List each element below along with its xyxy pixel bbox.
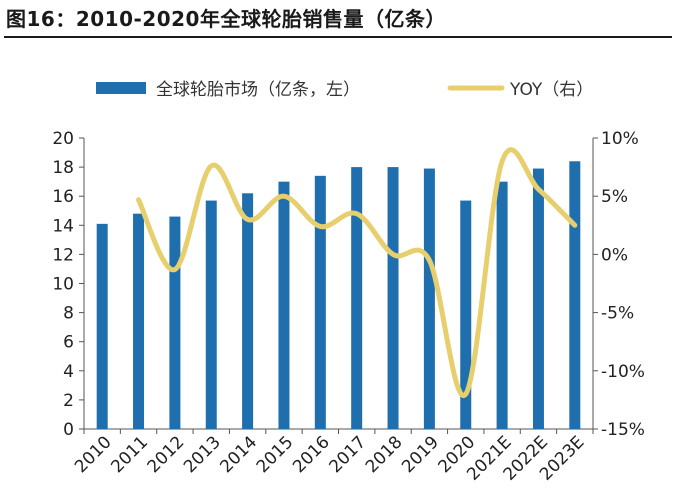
bar	[96, 223, 108, 429]
bar	[569, 161, 581, 429]
bar	[460, 200, 472, 429]
bar	[133, 213, 145, 429]
left-y-tick-label: 8	[63, 304, 74, 324]
right-y-tick-label: -15%	[601, 420, 645, 440]
axes: 0 2 4 6 8 10 12 14 16 18 20 -15% -10% -5% 0% 5% 10%	[52, 129, 645, 440]
x-tick-label: 2012	[144, 432, 189, 477]
bar	[169, 216, 181, 429]
x-tick-label: 2015	[253, 432, 298, 477]
yoy-series	[136, 147, 578, 399]
bars	[96, 161, 581, 429]
bar	[205, 200, 217, 429]
left-y-tick-label: 6	[63, 333, 74, 353]
x-tick-label: 2013	[180, 432, 225, 477]
left-y-tick-label: 14	[52, 216, 74, 236]
left-y-tick-label: 4	[63, 362, 74, 382]
x-tick-label: 2016	[289, 432, 334, 477]
x-tick-label: 2017	[325, 432, 370, 477]
x-tick-label: 2010	[71, 432, 116, 477]
bar	[423, 168, 435, 429]
right-y-tick-label: -5%	[601, 304, 634, 324]
legend: 全球轮胎市场（亿条，左） YOY（右）	[96, 80, 593, 100]
bar	[278, 181, 290, 429]
bar	[387, 167, 399, 429]
x-tick-label: 2019	[398, 432, 443, 477]
legend-label-bar: 全球轮胎市场（亿条，左）	[156, 80, 360, 100]
bar	[314, 175, 326, 429]
left-y-tick-label: 12	[52, 245, 74, 265]
left-y-tick-label: 18	[52, 158, 74, 178]
left-y-tick-label: 10	[52, 275, 74, 295]
right-y-tick-label: 5%	[601, 187, 628, 207]
x-tick-label: 2018	[362, 432, 407, 477]
left-y-tick-label: 0	[63, 420, 74, 440]
left-y-tick-label: 16	[52, 187, 74, 207]
legend-swatch-bar	[96, 82, 146, 94]
bar	[242, 193, 254, 429]
x-tick-label: 2011	[107, 432, 152, 477]
chart-title: 图16：2010-2020年全球轮胎销售量（亿条）	[6, 7, 446, 31]
right-y-tick-label: -10%	[601, 362, 645, 382]
right-y-tick-label: 10%	[601, 129, 639, 149]
bar	[532, 168, 544, 429]
x-tick-label: 2014	[216, 432, 261, 477]
left-y-tick-label: 2	[63, 391, 74, 411]
title-underline	[4, 36, 672, 38]
bar	[351, 167, 363, 429]
yoy-line	[136, 147, 578, 399]
right-y-tick-label: 0%	[601, 245, 628, 265]
legend-label-line: YOY（右）	[509, 80, 593, 100]
bar	[496, 181, 508, 429]
x-axis-labels: 2010201120122013201420152016201720182019…	[71, 432, 588, 484]
left-y-tick-label: 20	[52, 129, 74, 149]
